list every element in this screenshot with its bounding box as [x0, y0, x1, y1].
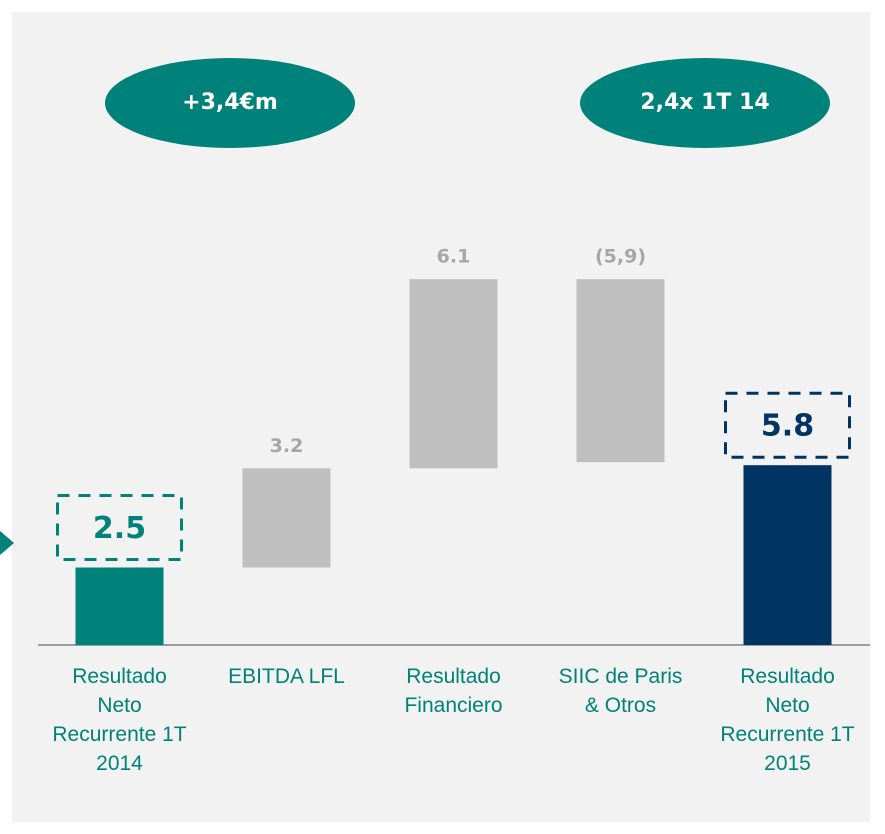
- category-label: Resultado Neto Recurrente 1T 2015: [720, 665, 855, 775]
- annotation: +3,4€m: [182, 90, 278, 115]
- category-label: SIIC de Paris & Otros: [558, 665, 683, 717]
- label-box: [56, 494, 183, 561]
- value-label: 2.5: [93, 511, 146, 546]
- bar: [576, 279, 665, 463]
- value-label: 6.1: [437, 246, 471, 268]
- value-label: 3.2: [270, 435, 304, 457]
- bar: [409, 279, 498, 469]
- value-label: (5,9): [595, 246, 646, 268]
- label-box: [724, 391, 851, 459]
- bar: [242, 468, 331, 568]
- value-label: 5.8: [761, 409, 814, 444]
- bar: [743, 465, 832, 645]
- category-label: Resultado Financiero: [404, 665, 503, 717]
- annotation-bubble: [580, 58, 830, 148]
- arrow: [0, 531, 14, 555]
- category-label: Resultado Neto Recurrente 1T 2014: [52, 665, 187, 775]
- annotation: 2,4x 1T 14: [640, 90, 769, 115]
- annotation-bubble: [105, 58, 355, 148]
- bar: [75, 567, 164, 645]
- category-label: EBITDA LFL: [228, 665, 345, 688]
